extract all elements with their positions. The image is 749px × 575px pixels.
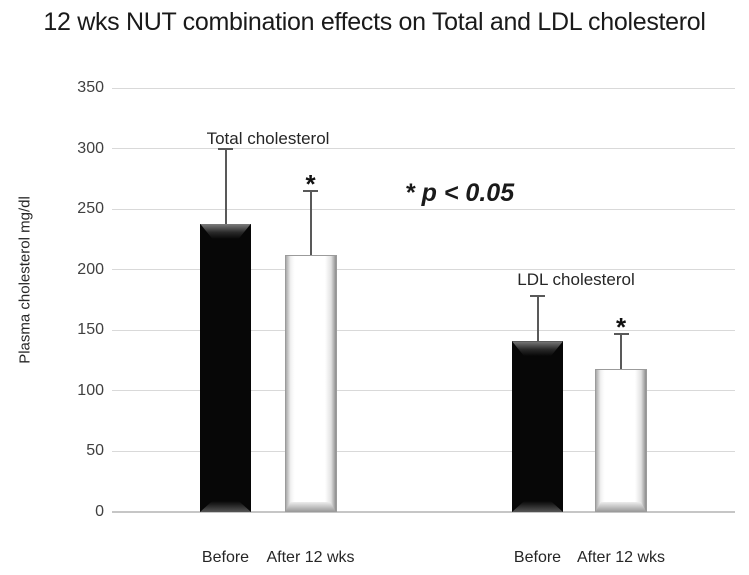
y-tick-label-200: 200 [77, 260, 104, 278]
significance-asterisk-ldl-cholesterol: * [615, 311, 627, 342]
gridline-100 [112, 390, 735, 392]
bar-total-cholesterol-before [200, 223, 251, 512]
y-axis-label: Plasma cholesterol mg/dl [16, 196, 34, 364]
y-tick-label-300: 300 [77, 139, 104, 157]
y-tick-label-0: 0 [95, 503, 104, 520]
error-bar-cap-total-cholesterol-before [218, 147, 233, 150]
significance-note: * p < 0.05 [405, 179, 515, 207]
y-tick-label-250: 250 [77, 200, 104, 218]
bar-total-cholesterol-after-12-wks [284, 255, 337, 512]
group-label-total-cholesterol: Total cholesterol [206, 129, 330, 148]
bar-top-bevel [512, 341, 563, 357]
x-tick-label-total-cholesterol-before: Before [201, 549, 250, 566]
error-bar-line-total-cholesterol-before [224, 148, 227, 224]
error-bar-line-total-cholesterol-after-12-wks [309, 190, 312, 256]
error-bar-line-ldl-cholesterol-before [536, 296, 539, 342]
bar-bottom-bevel [596, 501, 646, 511]
bar-ldl-cholesterol-before [512, 341, 563, 512]
chart-title: 12 wks NUT combination effects on Total … [43, 8, 706, 36]
gridline-50 [112, 450, 735, 452]
x-tick-label-total-cholesterol-after-12-wks: After 12 wks [266, 549, 355, 566]
gridline-0 [112, 511, 735, 513]
significance-asterisk-total-cholesterol: * [305, 168, 316, 199]
y-tick-label-50: 50 [86, 442, 104, 460]
bar-bottom-bevel [512, 500, 563, 512]
gridline-150 [112, 329, 735, 331]
y-tick-label-100: 100 [77, 381, 104, 399]
group-label-ldl-cholesterol: LDL cholesterol [517, 270, 635, 289]
y-tick-label-350: 350 [77, 79, 104, 96]
gridline-200 [112, 269, 735, 271]
error-bar-cap-total-cholesterol-after-12-wks [303, 189, 318, 192]
gridline-350 [112, 87, 735, 89]
error-bar-cap-ldl-cholesterol-before [530, 295, 545, 298]
bar-bottom-bevel [200, 500, 251, 512]
gridline-300 [112, 148, 735, 150]
gridline-250 [112, 208, 735, 210]
error-bar-line-ldl-cholesterol-after-12-wks [620, 333, 622, 370]
bar-top-bevel [200, 223, 251, 239]
error-bar-cap-ldl-cholesterol-after-12-wks [613, 332, 629, 335]
x-tick-label-ldl-cholesterol-before: Before [513, 549, 562, 566]
bar-bottom-bevel [285, 501, 336, 511]
x-tick-label-ldl-cholesterol-after-12-wks: After 12 wks [576, 549, 666, 566]
bar-ldl-cholesterol-after-12-wks [595, 369, 647, 512]
y-tick-label-150: 150 [77, 321, 104, 339]
